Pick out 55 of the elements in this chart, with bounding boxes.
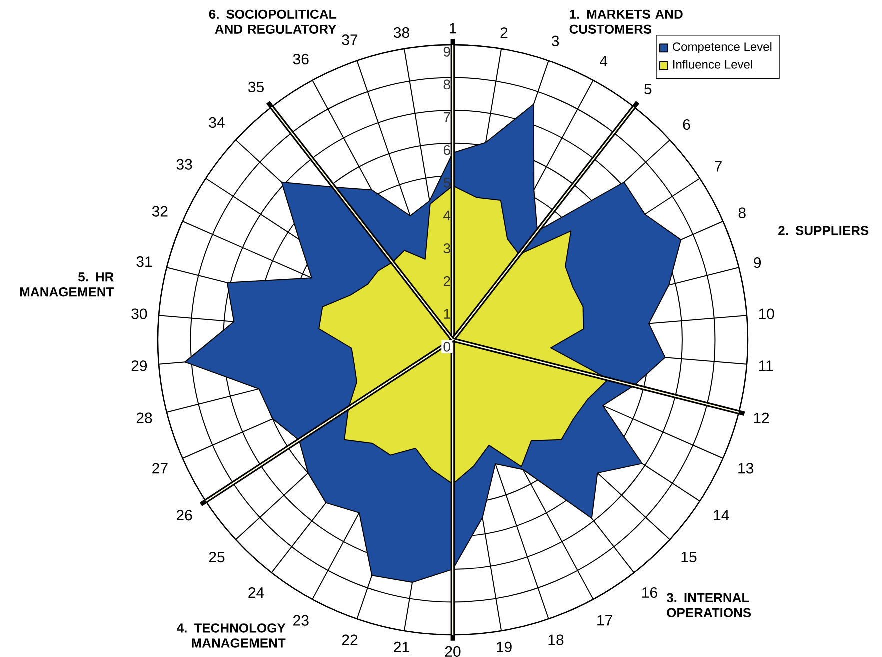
spoke-label: 4: [600, 56, 608, 66]
spoke-label: 36: [293, 54, 309, 65]
text: 4. TECHNOLOGY MANAGEMENT: [177, 624, 286, 648]
spoke-label: 16: [642, 587, 658, 598]
legend-label: Influence Level: [674, 60, 752, 69]
spoke-label: 29: [132, 360, 148, 372]
spoke-label: 26: [176, 510, 192, 521]
spoke-label: 19: [497, 642, 512, 653]
spoke-label: 28: [136, 412, 152, 424]
spoke-label: 17: [598, 615, 612, 626]
spoke-label: 11: [759, 360, 774, 372]
spoke-label: 33: [176, 159, 192, 170]
spoke-label: 27: [152, 463, 168, 474]
y-tick-label: 5: [444, 178, 450, 188]
y-tick-label: 0: [444, 342, 450, 352]
text: 3. INTERNAL OPERATIONS: [666, 593, 752, 618]
spoke-label: 10: [759, 308, 774, 320]
spoke-label: 38: [394, 27, 410, 38]
spoke-label: 24: [248, 587, 264, 598]
y-tick-label: 3: [444, 244, 450, 254]
spoke-label: 35: [248, 82, 264, 93]
text: 2. SUPPLIERS: [778, 226, 869, 236]
y-tick-label: 4: [444, 210, 451, 221]
spoke-label: 13: [738, 463, 754, 474]
spoke-label: 22: [342, 634, 358, 646]
spoke-label: 8: [738, 208, 746, 218]
text: 5. HR MANAGEMENT: [20, 272, 114, 297]
spoke-label: 23: [294, 615, 309, 626]
y-tick-label: 9: [444, 47, 450, 57]
y-tick-label: 2: [444, 276, 450, 286]
spoke-label: 12: [754, 412, 770, 424]
spoke-label: 31: [136, 256, 152, 268]
spoke-label: 21: [394, 642, 410, 652]
spoke-label: 34: [209, 117, 225, 128]
spoke-label: 18: [548, 634, 564, 646]
spoke-label: 15: [682, 552, 697, 562]
y-tick-label: 6: [444, 145, 450, 156]
spoke-label: 6: [683, 119, 690, 130]
text: 1. MARKETS AND CUSTOMERS: [570, 10, 683, 34]
spoke-label: 32: [152, 206, 168, 217]
spoke-label: 14: [714, 510, 730, 520]
y-tick-label: 8: [444, 80, 450, 90]
spoke-label: 9: [754, 258, 762, 268]
spoke-label: 30: [132, 308, 148, 320]
spoke-label: 5: [644, 84, 652, 95]
legend-label: Competence Level: [673, 42, 772, 54]
text: 6. SOCIOPOLITICAL AND REGULATORY: [209, 10, 336, 34]
spoke-label: 3: [552, 36, 560, 47]
spoke-label: 37: [342, 34, 358, 46]
spoke-label: 20: [445, 646, 461, 657]
spoke-label: 25: [209, 552, 225, 563]
y-tick-label: 1: [444, 309, 450, 319]
spoke-label: 2: [500, 28, 508, 38]
spoke-label: 7: [715, 161, 722, 172]
y-tick-label: 7: [444, 112, 450, 122]
